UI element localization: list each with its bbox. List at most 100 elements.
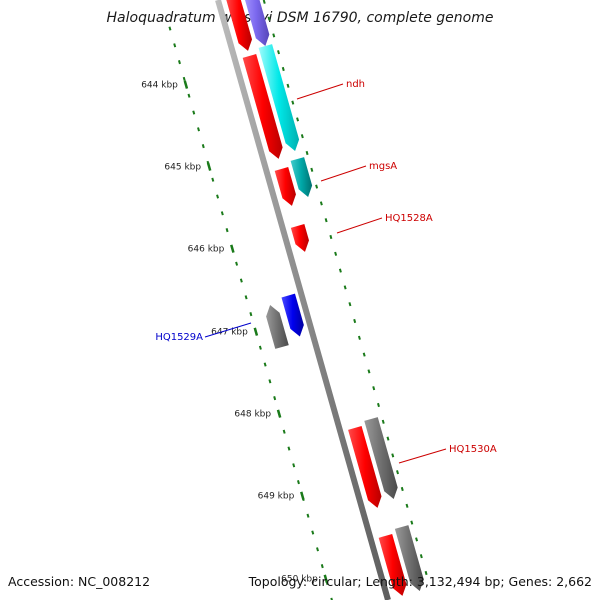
- ruler-tick: [253, 327, 259, 336]
- feature-track: [226, 0, 424, 596]
- ruler-dot-left: [168, 26, 172, 31]
- ruler-dot-left: [311, 530, 315, 535]
- ruler-tick-label: 650 kbp: [281, 575, 318, 585]
- ruler-tick: [183, 80, 189, 89]
- ruler-dot-right: [424, 570, 428, 576]
- ruler-dot-left: [249, 312, 253, 317]
- cds-arrow-HQ1528A: [290, 224, 309, 252]
- genome-backbone: [215, 0, 391, 600]
- ruler-dot-right: [391, 453, 395, 458]
- ruler-dot-left: [182, 76, 186, 81]
- gene-labels: ndh mgsA HQ1528A HQ1529A HQ1530A: [155, 79, 497, 464]
- cds-arrow-ndh: [242, 54, 283, 159]
- ruler-dot-left: [178, 60, 181, 65]
- cds-arrow-HQ1530A: [348, 426, 382, 508]
- gene-label: HQ1530A: [449, 444, 497, 455]
- ruler-tick-label: 644 kbp: [141, 81, 178, 91]
- label-leader-line: [320, 165, 367, 182]
- ruler-dot-left: [292, 463, 296, 468]
- gene-arrow: [394, 525, 424, 592]
- ruler-dot-left: [297, 480, 300, 485]
- label-leader-line: [336, 217, 383, 234]
- ruler-dot-left: [225, 228, 229, 233]
- ruler-dot-left: [273, 396, 277, 401]
- ruler-dot-right: [334, 251, 338, 256]
- label-leader-line: [296, 83, 344, 100]
- ruler-dot-right: [267, 16, 271, 21]
- ruler-dot-left: [201, 144, 205, 149]
- ruler-dot-left: [192, 110, 196, 115]
- ruler-dot-right: [286, 83, 290, 88]
- gene-arrow-ndh: [258, 44, 300, 152]
- ruler-dot-right: [396, 470, 399, 475]
- ruler-dot-right: [400, 486, 404, 492]
- ruler-dot-right: [348, 302, 352, 307]
- ruler-dot-right: [291, 100, 295, 105]
- ruler-tick-label: 645 kbp: [164, 163, 201, 173]
- gene-label: mgsA: [369, 161, 397, 172]
- ruler-dot-right: [272, 33, 276, 38]
- label-leader-line: [204, 322, 252, 338]
- ruler-dot-left: [316, 547, 319, 552]
- ruler-tick: [206, 162, 212, 171]
- ruler-dot-right: [362, 352, 366, 357]
- gene-label: HQ1528A: [385, 213, 433, 224]
- ruler-dot-right: [343, 285, 347, 290]
- gene-arrow-HQ1529A: [266, 304, 289, 349]
- ruler-dot-left: [235, 261, 239, 266]
- genome-summary-text: Topology: circular; Length: 3,132,494 bp…: [248, 574, 592, 589]
- ruler-dot-right: [353, 318, 357, 324]
- ruler-dot-right: [296, 117, 300, 122]
- ruler-dot-right: [324, 218, 328, 223]
- gene-arrow: [245, 0, 270, 47]
- gene-arrow-mgsA: [290, 157, 313, 198]
- ruler: 644 kbp 645 kbp 646 kbp 647 kbp 648 kbp 649 k…: [141, 0, 428, 600]
- ruler-dot-right: [410, 520, 414, 525]
- ruler-dot-left: [239, 278, 243, 283]
- ruler-dot-right: [377, 402, 380, 408]
- ruler-dot-left: [268, 379, 272, 384]
- ruler-dot-left: [197, 127, 200, 132]
- ruler-dot-right: [281, 66, 285, 72]
- cds-arrow: [378, 534, 407, 596]
- ruler-tick: [230, 244, 235, 253]
- ruler-dot-right: [262, 0, 266, 4]
- ruler-dot-right: [372, 386, 376, 391]
- ruler-dot-right: [277, 50, 280, 55]
- ruler-dot-right: [305, 150, 309, 156]
- ruler-dot-left: [258, 345, 262, 350]
- ruler-dot-left: [263, 362, 267, 367]
- cds-arrow-mgsA: [274, 167, 296, 206]
- ruler-tick-label: 648 kbp: [234, 410, 271, 420]
- cds-arrow-HQ1529A: [281, 293, 304, 337]
- gene-label: HQ1529A: [155, 332, 203, 343]
- ruler-tick: [323, 574, 329, 583]
- ruler-dot-left: [187, 93, 191, 98]
- ruler-dot-right: [338, 268, 342, 273]
- ruler-tick-label: 646 kbp: [188, 245, 225, 255]
- ruler-dot-right: [415, 537, 419, 542]
- ruler-dot-right: [381, 419, 385, 424]
- map-title: Haloquadratum walsbyi DSM 16790, complet…: [107, 10, 494, 26]
- ruler-dot-right: [300, 134, 304, 139]
- ruler-dot-left: [306, 513, 310, 518]
- ruler-dot-right: [386, 436, 390, 441]
- ruler-dot-left: [173, 43, 177, 48]
- ruler-dot-left: [211, 177, 215, 182]
- ruler-tick: [276, 409, 282, 418]
- ruler-dot-right: [310, 167, 314, 172]
- ruler-dot-right: [405, 503, 409, 508]
- ruler-dot-right: [419, 554, 423, 559]
- accession-text: Accession: NC_008212: [8, 574, 150, 589]
- ruler-dot-right: [367, 369, 371, 374]
- ruler-dot-left: [287, 446, 291, 451]
- cds-arrow: [226, 0, 253, 51]
- backbone-line: [215, 0, 391, 600]
- ruler-dot-right: [357, 335, 361, 340]
- ruler-tick-label: 647 kbp: [211, 328, 248, 338]
- label-leader-line: [398, 448, 447, 464]
- ruler-dot-right: [329, 234, 333, 240]
- ruler-dot-left: [220, 211, 224, 216]
- ruler-tick-label: 649 kbp: [258, 492, 295, 502]
